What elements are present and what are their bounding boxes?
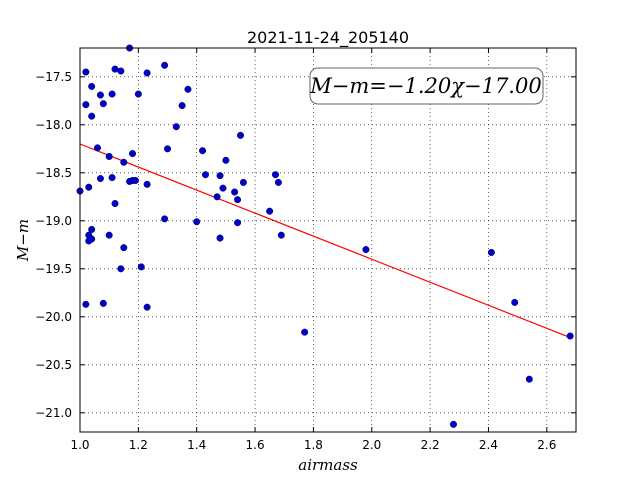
data-points bbox=[76, 44, 574, 428]
data-point bbox=[88, 225, 96, 233]
x-tick-label: 1.8 bbox=[304, 438, 323, 452]
data-point bbox=[88, 112, 96, 120]
data-point bbox=[236, 131, 244, 139]
data-point bbox=[129, 150, 137, 158]
data-point bbox=[525, 375, 533, 383]
x-tick-label: 2.4 bbox=[479, 438, 498, 452]
fit-line bbox=[79, 143, 571, 339]
x-axis-label: airmass bbox=[298, 456, 358, 474]
data-point bbox=[82, 68, 90, 76]
x-tick-label: 2.0 bbox=[362, 438, 381, 452]
data-point bbox=[449, 420, 457, 428]
x-tick-label: 1.4 bbox=[187, 438, 206, 452]
y-tick-labels: −17.5 −18.0 −18.5 −19.0 −19.5 −20.0 −20.5 −21.0 bbox=[35, 70, 72, 420]
data-point bbox=[120, 244, 128, 252]
y-tick-label: −19.5 bbox=[35, 262, 72, 276]
data-point bbox=[96, 91, 104, 99]
data-point bbox=[82, 101, 90, 109]
x-tick-label: 1.0 bbox=[70, 438, 89, 452]
data-point bbox=[231, 188, 239, 196]
data-point bbox=[184, 85, 192, 93]
data-point bbox=[143, 180, 151, 188]
data-point bbox=[277, 231, 285, 239]
data-point bbox=[85, 237, 93, 245]
data-point bbox=[274, 178, 282, 186]
data-point bbox=[213, 193, 221, 201]
x-tick-label: 1.6 bbox=[246, 438, 265, 452]
y-tick-label: −20.0 bbox=[35, 310, 72, 324]
data-point bbox=[362, 246, 370, 254]
equation-box-frame bbox=[309, 67, 544, 105]
data-point bbox=[117, 265, 125, 273]
data-point bbox=[487, 248, 495, 256]
fit-line-group bbox=[79, 143, 571, 339]
data-point bbox=[94, 144, 102, 152]
data-point bbox=[99, 100, 107, 108]
data-point bbox=[120, 158, 128, 166]
data-point bbox=[234, 196, 242, 204]
data-point bbox=[216, 172, 224, 180]
data-point bbox=[216, 234, 224, 242]
y-tick-label: −17.5 bbox=[35, 70, 72, 84]
chart-title: 2021-11-24_205140 bbox=[247, 28, 409, 48]
data-point bbox=[172, 123, 180, 131]
plot-area bbox=[80, 48, 576, 432]
data-point bbox=[137, 263, 145, 271]
data-point bbox=[131, 176, 139, 184]
data-point bbox=[239, 178, 247, 186]
data-point bbox=[219, 184, 227, 192]
y-tick-label: −19.0 bbox=[35, 214, 72, 228]
data-point bbox=[105, 152, 113, 160]
data-point bbox=[143, 69, 151, 77]
y-tick-label: −21.0 bbox=[35, 406, 72, 420]
data-point bbox=[143, 303, 151, 311]
y-axis-label: M−m bbox=[14, 219, 32, 262]
data-point bbox=[161, 61, 169, 69]
y-tick-label: −18.0 bbox=[35, 118, 72, 132]
data-point bbox=[566, 332, 574, 340]
data-point bbox=[164, 145, 172, 153]
fit-equation-box: M−m=−1.20χ−17.00 bbox=[309, 67, 544, 105]
plot-frame bbox=[79, 47, 577, 433]
fit-equation-text: M−m=−1.20χ−17.00 bbox=[309, 74, 541, 98]
data-point bbox=[82, 300, 90, 308]
y-tick-label: −20.5 bbox=[35, 358, 72, 372]
data-point bbox=[511, 298, 519, 306]
data-point bbox=[111, 200, 119, 208]
x-tick-label: 2.6 bbox=[537, 438, 556, 452]
data-point bbox=[99, 299, 107, 307]
data-point bbox=[88, 82, 96, 90]
data-point bbox=[111, 65, 119, 73]
y-tick-label: −18.5 bbox=[35, 166, 72, 180]
data-point bbox=[161, 215, 169, 223]
data-point bbox=[105, 231, 113, 239]
data-point bbox=[178, 102, 186, 110]
data-point bbox=[85, 183, 93, 191]
x-tick-labels: 1.0 1.2 1.4 1.6 1.8 2.0 2.2 2.4 2.6 bbox=[70, 438, 556, 452]
data-point bbox=[193, 218, 201, 226]
axis-ticks bbox=[79, 48, 576, 432]
data-point bbox=[108, 174, 116, 182]
data-point bbox=[201, 171, 209, 179]
data-point bbox=[96, 175, 104, 183]
x-tick-label: 2.2 bbox=[421, 438, 440, 452]
data-point bbox=[266, 207, 274, 215]
data-point bbox=[199, 147, 207, 155]
data-point bbox=[301, 328, 309, 336]
data-point bbox=[222, 156, 230, 164]
data-point bbox=[134, 90, 142, 98]
x-tick-label: 1.2 bbox=[129, 438, 148, 452]
data-point bbox=[117, 67, 125, 75]
data-point bbox=[234, 219, 242, 227]
data-point bbox=[271, 171, 279, 179]
data-point bbox=[108, 90, 116, 98]
